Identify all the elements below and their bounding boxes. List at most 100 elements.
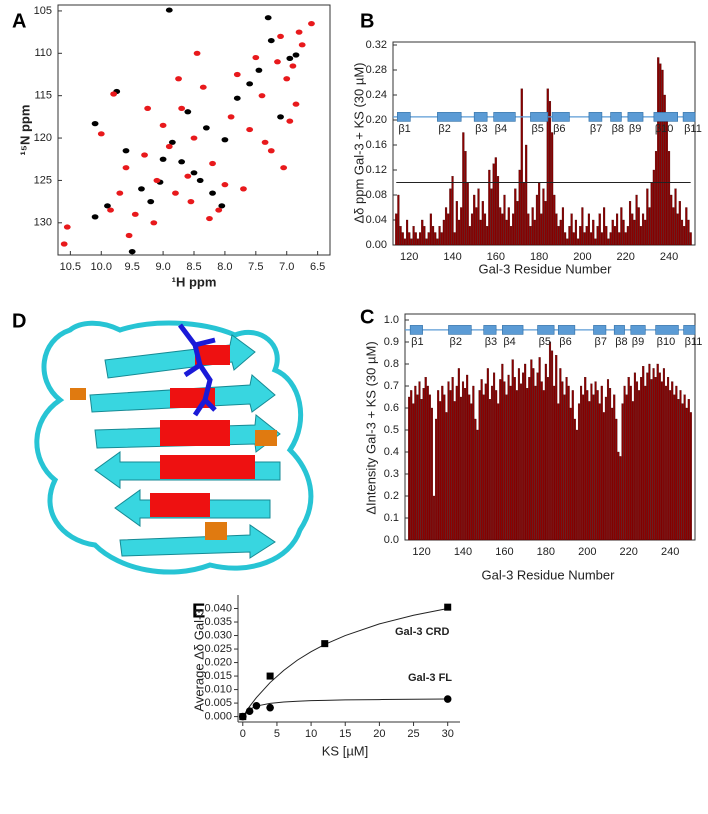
beta-strand-label: β4 [495, 123, 507, 135]
bar [483, 213, 487, 246]
x-tick-label: 120 [400, 251, 418, 263]
beta-strand-box [409, 325, 423, 335]
bar [570, 213, 573, 246]
peak [292, 52, 300, 58]
bar [503, 194, 506, 246]
bar [659, 63, 662, 246]
y-tick-label: 125 [34, 174, 52, 186]
peak [144, 105, 152, 111]
x-tick-label: 200 [578, 546, 596, 558]
peak [246, 126, 254, 133]
peak [165, 7, 173, 13]
bar [414, 232, 417, 246]
y-tick-label: 130 [34, 217, 52, 229]
point [444, 603, 452, 611]
beta-strand-label: β11 [685, 336, 703, 348]
peak [292, 101, 300, 107]
x-tick-label: 10.0 [91, 261, 112, 273]
panel-label: B [360, 10, 374, 32]
x-tick-label: 180 [530, 251, 548, 263]
bar [621, 403, 624, 541]
beta-strand-box [483, 325, 497, 335]
peak [122, 165, 130, 171]
bar [586, 390, 589, 541]
bar [480, 379, 483, 541]
y-axis-title: ΔIntensity Gal-3 + KS (30 µM) [363, 341, 378, 514]
peak [63, 224, 71, 230]
bar [650, 379, 653, 541]
bar [587, 213, 590, 246]
bar [476, 429, 479, 541]
x-tick-label: 120 [412, 546, 430, 558]
bar [627, 377, 630, 541]
bar [482, 394, 485, 541]
x-tick-label: 5 [274, 728, 280, 740]
y-tick-label: 0.1 [384, 512, 399, 524]
bar [408, 396, 411, 541]
x-tick-label: 200 [573, 251, 591, 263]
bar [681, 403, 684, 541]
peak [184, 173, 192, 179]
shift-region [150, 493, 210, 517]
bar [646, 188, 649, 246]
bar [620, 207, 623, 246]
bar [453, 232, 456, 246]
peak [178, 159, 186, 165]
bar [594, 381, 597, 541]
bar [431, 226, 435, 246]
bar [544, 363, 547, 541]
bar [677, 399, 680, 541]
peak [168, 139, 176, 145]
shift-region [255, 430, 277, 446]
bar [540, 213, 543, 246]
bar [542, 188, 545, 246]
bar [418, 381, 421, 541]
bar [406, 219, 409, 246]
bar [534, 385, 537, 541]
shift-region [160, 420, 230, 446]
bar [540, 381, 543, 541]
beta-strand-label: β11 [684, 123, 702, 135]
y-tick-label: 120 [34, 132, 52, 144]
bar [412, 226, 415, 246]
point [443, 695, 452, 703]
bar [472, 385, 475, 541]
bar [582, 394, 585, 541]
beta-strand-box [627, 112, 644, 122]
peak [209, 190, 216, 196]
bar [644, 219, 647, 246]
bar [568, 226, 571, 246]
peak [280, 165, 288, 171]
bar [633, 219, 636, 246]
bar [505, 394, 508, 541]
peak [187, 199, 195, 205]
bar [598, 403, 601, 541]
bar [663, 94, 666, 246]
beta-strand-label: β2 [438, 123, 450, 135]
bar [424, 377, 427, 541]
bar [611, 219, 614, 246]
bar [430, 407, 433, 541]
peak [104, 203, 111, 209]
panel-label: C [360, 306, 374, 328]
bar [617, 451, 620, 541]
bar [641, 213, 645, 246]
peak [138, 186, 145, 192]
peak [184, 109, 192, 115]
peak [206, 215, 213, 222]
beta-strand-box [493, 112, 516, 122]
bar [518, 169, 521, 246]
y-tick-label: 0.3 [384, 468, 399, 480]
bar [509, 226, 513, 246]
peak [107, 207, 114, 213]
bar [657, 57, 660, 246]
bar [434, 232, 437, 246]
bar [466, 182, 469, 246]
bar [528, 377, 531, 541]
bar [583, 232, 586, 246]
x-tick-label: 140 [443, 251, 461, 263]
peak [215, 207, 223, 213]
peak [159, 122, 167, 128]
y-tick-label: 0.040 [204, 602, 232, 614]
bar [577, 403, 581, 541]
